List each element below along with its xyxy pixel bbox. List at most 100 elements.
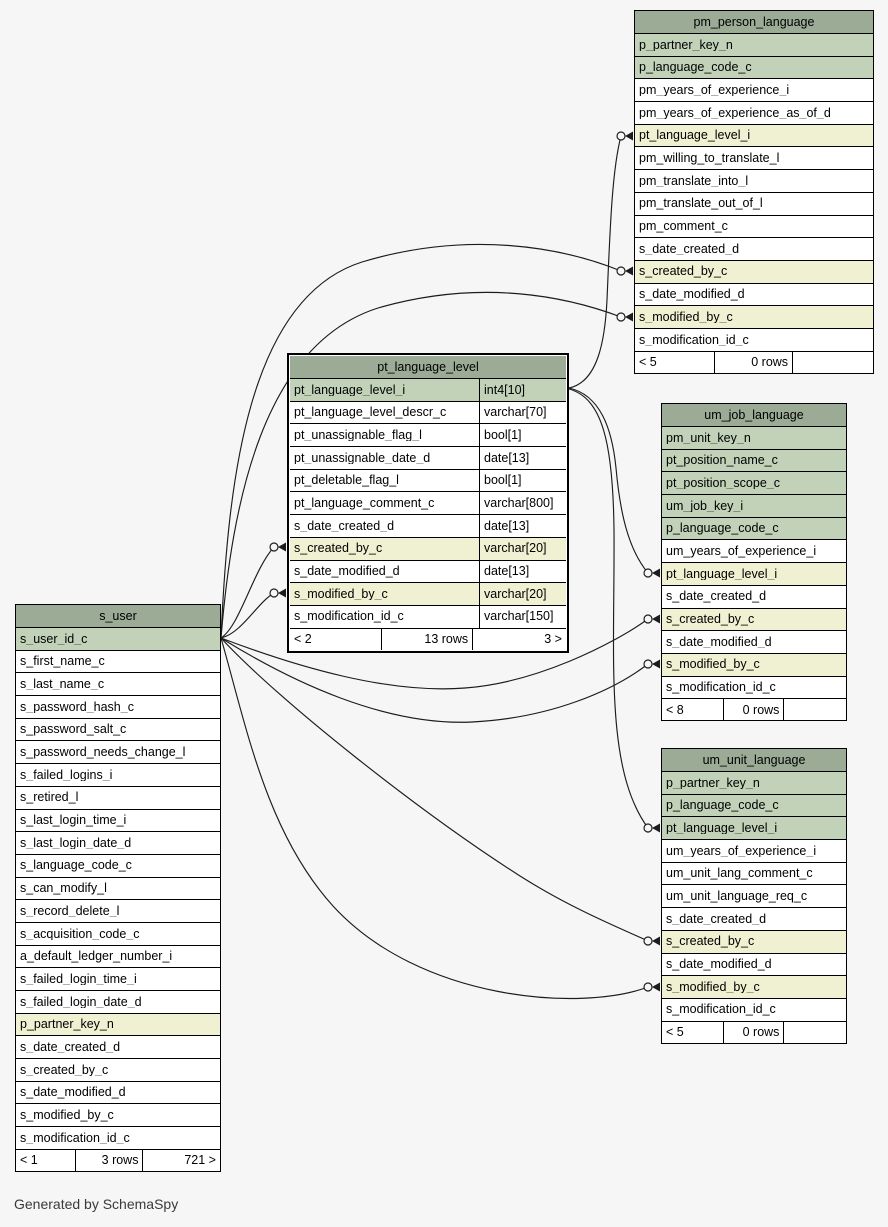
table-title-pt_language_level[interactable]: pt_language_level xyxy=(290,356,566,379)
column-row-p_language_code_c: p_language_code_c xyxy=(635,56,873,80)
footer-right-cell xyxy=(792,351,873,373)
column-row-s_last_login_time_i: s_last_login_time_i xyxy=(16,809,220,833)
column-name: pt_unassignable_date_d xyxy=(294,451,431,465)
fk-arrow-marker xyxy=(652,568,660,578)
column-row-s_modified_by_c: s_modified_by_c xyxy=(16,1104,220,1128)
footer-right-cell: 721 > xyxy=(142,1149,220,1171)
column-name: s_modification_id_c xyxy=(666,681,776,694)
relationship-edge xyxy=(568,388,649,829)
column-name: pt_position_name_c xyxy=(666,454,778,467)
table-title-um_job_language[interactable]: um_job_language xyxy=(662,404,846,427)
column-name: p_partner_key_n xyxy=(666,776,760,790)
relationship-edge xyxy=(220,637,649,942)
table-um_job_language[interactable]: um_job_language pm_unit_key_n pt_position_… xyxy=(661,403,847,722)
column-name: p_language_code_c xyxy=(639,61,752,74)
column-name: s_modification_id_c xyxy=(20,1131,130,1145)
fk-arrow-marker xyxy=(652,982,660,992)
column-name: um_unit_lang_comment_c xyxy=(666,867,813,880)
column-row-s_created_by_c: s_created_by_c xyxy=(16,1059,220,1082)
relationship-edge xyxy=(220,546,275,639)
column-row-pt_unassignable_flag_l: pt_unassignable_flag_l bool[1] xyxy=(290,424,566,448)
column-row-s_created_by_c: s_created_by_c xyxy=(662,608,846,632)
column-row-s_modified_by_c: s_modified_by_c xyxy=(662,976,846,999)
column-row-s_modification_id_c: s_modification_id_c xyxy=(635,328,873,352)
table-title-um_unit_language[interactable]: um_unit_language xyxy=(662,749,846,772)
fk-circle-marker xyxy=(643,614,653,624)
relationship-edge xyxy=(220,637,649,723)
column-name: um_unit_language_req_c xyxy=(666,890,808,903)
column-name: s_date_modified_d xyxy=(639,288,745,301)
column-name: s_created_by_c xyxy=(666,613,755,626)
table-title-pm_person_language[interactable]: pm_person_language xyxy=(635,11,873,34)
column-type: date[13] xyxy=(479,560,566,583)
fk-circle-marker xyxy=(643,568,653,578)
fk-arrow-marker xyxy=(278,588,286,598)
footer-center-cell: 13 rows xyxy=(381,628,472,650)
table-s_user[interactable]: s_user s_user_id_c s_first_name_c s_last_na… xyxy=(15,604,221,1172)
column-name: p_language_code_c xyxy=(666,799,779,812)
column-row-pt_deletable_flag_l: pt_deletable_flag_l bool[1] xyxy=(290,469,566,493)
column-name: a_default_ledger_number_i xyxy=(20,950,173,963)
table-um_unit_language[interactable]: um_unit_language p_partner_key_n p_languag… xyxy=(661,748,847,1044)
column-row-s_failed_login_date_d: s_failed_login_date_d xyxy=(16,991,220,1014)
fk-circle-marker xyxy=(269,542,279,552)
column-row-s_last_name_c: s_last_name_c xyxy=(16,673,220,697)
column-name: pt_language_level_i xyxy=(666,821,778,835)
column-name: s_password_needs_change_l xyxy=(20,746,186,759)
column-name: um_years_of_experience_i xyxy=(666,844,817,858)
footer-center-cell: 3 rows xyxy=(75,1149,142,1171)
column-row-s_password_salt_c: s_password_salt_c xyxy=(16,718,220,742)
column-name: s_modified_by_c xyxy=(639,310,733,324)
footer-center-cell: 0 rows xyxy=(722,699,784,721)
column-name: s_failed_login_date_d xyxy=(20,995,142,1009)
fk-arrow-marker xyxy=(652,936,660,946)
column-row-s_date_created_d: s_date_created_d xyxy=(16,1036,220,1060)
column-row-s_created_by_c: s_created_by_c xyxy=(635,260,873,284)
column-type: int4[10] xyxy=(479,379,566,401)
column-name: pt_position_scope_c xyxy=(666,476,780,490)
fk-circle-marker xyxy=(643,823,653,833)
table-title-s_user[interactable]: s_user xyxy=(16,605,220,628)
column-name: s_last_login_time_i xyxy=(20,814,127,827)
column-name: s_created_by_c xyxy=(294,542,383,555)
column-name: s_modified_by_c xyxy=(666,980,760,994)
column-row-s_modified_by_c: s_modified_by_c varchar[20] xyxy=(290,583,566,606)
column-row-pt_language_comment_c: pt_language_comment_c varchar[800] xyxy=(290,492,566,516)
column-name: s_date_created_d xyxy=(639,242,740,256)
column-name: s_modified_by_c xyxy=(20,1109,114,1122)
column-name: s_retired_l xyxy=(20,791,79,804)
column-row-s_created_by_c: s_created_by_c varchar[20] xyxy=(290,537,566,561)
footer-left-cell: < 5 xyxy=(666,1024,684,1039)
column-row-p_partner_key_n: p_partner_key_n xyxy=(662,772,846,795)
column-row-a_default_ledger_number_i: a_default_ledger_number_i xyxy=(16,945,220,969)
column-row-pt_language_level_i: pt_language_level_i xyxy=(662,563,846,586)
relationship-edge xyxy=(220,592,275,639)
table-footer: < 8 0 rows xyxy=(662,699,846,721)
column-name: s_password_salt_c xyxy=(20,723,127,736)
column-name: s_date_modified_d xyxy=(20,1086,126,1099)
column-row-pm_comment_c: pm_comment_c xyxy=(635,215,873,239)
fk-circle-marker xyxy=(643,659,653,669)
column-row-s_can_modify_l: s_can_modify_l xyxy=(16,877,220,901)
footer-right-cell: 3 > xyxy=(472,628,566,650)
table-footer: < 5 0 rows xyxy=(662,1021,846,1043)
column-name: s_last_login_date_d xyxy=(20,836,132,850)
table-pm_person_language[interactable]: pm_person_language p_partner_key_n p_langu… xyxy=(634,10,874,374)
fk-circle-marker xyxy=(616,266,626,276)
column-name: s_date_created_d xyxy=(666,590,767,603)
generated-by-note: Generated by SchemaSpy xyxy=(14,1196,179,1212)
column-name: s_date_created_d xyxy=(294,519,395,533)
column-type: bool[1] xyxy=(479,424,566,447)
fk-arrow-marker xyxy=(625,312,633,322)
footer-left-cell: < 5 xyxy=(639,354,657,369)
column-row-pt_position_scope_c: pt_position_scope_c xyxy=(662,472,846,496)
column-row-s_failed_logins_i: s_failed_logins_i xyxy=(16,764,220,787)
fk-circle-marker xyxy=(643,982,653,992)
column-row-s_date_created_d: s_date_created_d xyxy=(662,908,846,931)
column-row-pm_translate_out_of_l: pm_translate_out_of_l xyxy=(635,192,873,216)
column-row-s_acquisition_code_c: s_acquisition_code_c xyxy=(16,922,220,946)
column-name: s_failed_logins_i xyxy=(20,768,113,782)
table-pt_language_level[interactable]: pt_language_level pt_language_level_i int4… xyxy=(287,353,569,653)
column-name: s_date_modified_d xyxy=(666,958,772,971)
column-name: p_partner_key_n xyxy=(639,38,733,52)
